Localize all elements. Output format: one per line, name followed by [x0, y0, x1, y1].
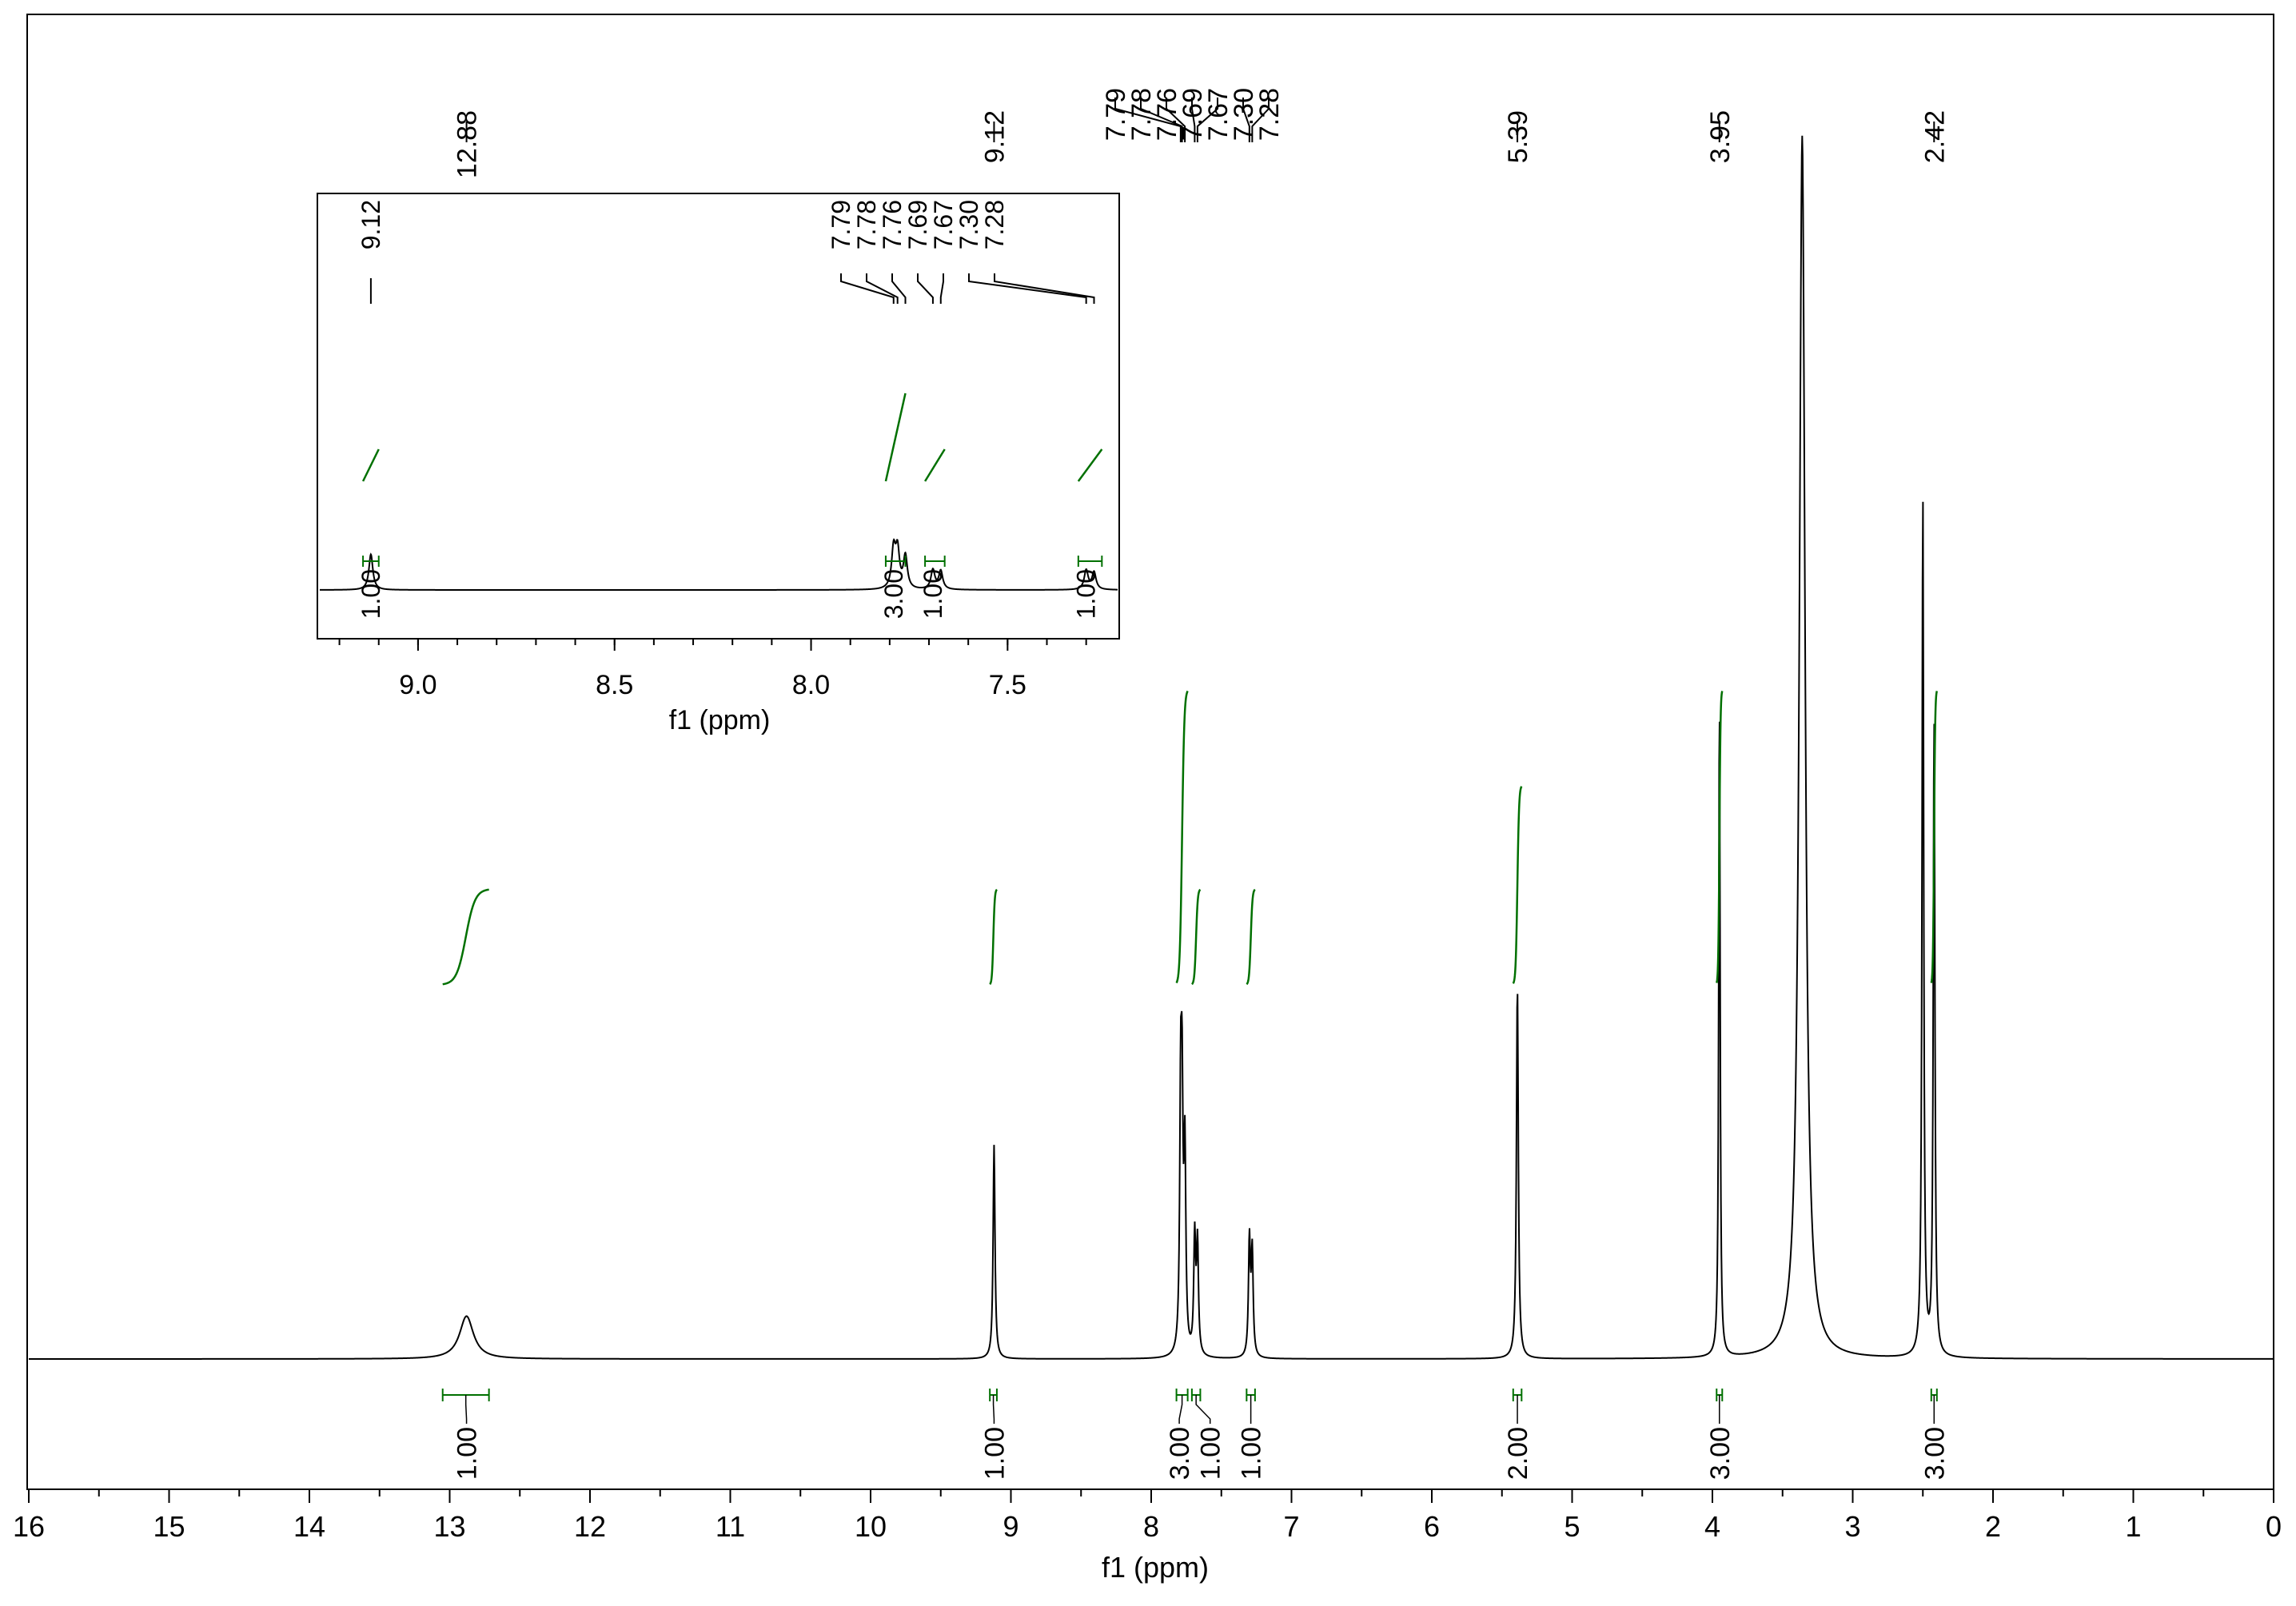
inset-integrals-layer: 1.00 3.00 1.00 1.00	[357, 393, 1103, 619]
peak-label-leader	[1196, 98, 1218, 142]
inset-x-tick-label: 8.5	[596, 670, 633, 700]
inset-integral-value: 1.00	[919, 569, 947, 619]
x-tick-label: 7	[1283, 1510, 1299, 1543]
inset-peak-leader	[917, 273, 934, 304]
x-tick-label: 9	[1003, 1510, 1018, 1543]
inset-zoom-panel: 9.0 8.5 8.0 7.5 f1 (ppm) 9.12 7.797.787.767.…	[317, 193, 1120, 735]
inset-peak-leader	[968, 273, 1087, 304]
inset-integral-curve	[361, 448, 380, 482]
x-axis-ticks: 16 15 14 13 12 11 10 9 8 7 6 5 4 3 2 1 0	[13, 1489, 2282, 1543]
x-tick-label: 15	[153, 1510, 185, 1543]
inset-x-axis-label: f1 (ppm)	[669, 705, 771, 735]
inset-peak-label: 7.76	[878, 200, 907, 249]
peak-label: 7.28	[1254, 88, 1285, 141]
inset-peak-label: 7.30	[955, 200, 983, 249]
integral-value: 1.00	[1237, 1427, 1267, 1480]
integral-value: 1.00	[1196, 1427, 1226, 1480]
x-tick-label: 10	[855, 1510, 887, 1543]
inset-peak-leader	[994, 273, 1095, 304]
peak-label-leader	[1191, 98, 1196, 142]
peak-label-leader	[1251, 98, 1270, 142]
inset-integral-curve	[1077, 448, 1103, 482]
integral-value: 3.00	[1919, 1427, 1950, 1480]
peak-label: 7.67	[1203, 88, 1234, 141]
x-tick-label: 2	[1985, 1510, 2001, 1543]
spectrum-trace	[29, 135, 2274, 1360]
peak-label: 7.30	[1229, 88, 1259, 141]
x-axis-label: f1 (ppm)	[1102, 1551, 1209, 1584]
inset-peak-label: 7.28	[980, 200, 1009, 249]
inset-integral-value: 1.00	[1072, 569, 1101, 619]
x-tick-label: 13	[433, 1510, 465, 1543]
inset-x-axis-ticks: 9.0 8.5 8.0 7.5	[338, 639, 1087, 700]
inset-peak-leader	[891, 273, 907, 304]
integral-curve	[442, 888, 489, 986]
x-tick-label: 0	[2266, 1510, 2282, 1543]
spectrum-layer	[29, 135, 2274, 1360]
inset-frame	[317, 193, 1120, 640]
integral-curve	[1191, 888, 1202, 986]
inset-peak-label: 7.69	[903, 200, 932, 249]
inset-peak-label: 7.79	[827, 200, 855, 249]
integral-value: 2.00	[1503, 1427, 1533, 1480]
x-tick-label: 3	[1844, 1510, 1860, 1543]
integral-value: 3.00	[1705, 1427, 1736, 1480]
x-tick-label: 1	[2125, 1510, 2141, 1543]
x-tick-label: 11	[716, 1510, 745, 1543]
integral-curve	[1930, 691, 1939, 983]
integral-leader	[992, 1395, 995, 1424]
inset-integral-value: 3.00	[879, 569, 908, 619]
inset-peak-leader	[866, 273, 899, 304]
inset-peak-labels: 9.12 7.797.787.767.697.677.307.28	[357, 200, 1095, 304]
integral-leader	[1195, 1395, 1211, 1424]
inset-peak-leader	[840, 273, 895, 304]
integrals-layer: 1.00 1.00 3.00 1.00 1.00 2.00 3.00 3.00	[441, 690, 1950, 1480]
inset-spectrum-trace	[320, 538, 1118, 591]
inset-x-tick-label: 8.0	[792, 670, 830, 700]
integral-curve	[1175, 690, 1189, 984]
inset-integral-curve	[924, 448, 946, 482]
inset-peak-leader	[939, 273, 944, 304]
x-tick-label: 14	[293, 1510, 325, 1543]
inset-integral-curve	[884, 393, 907, 482]
x-tick-label: 12	[574, 1510, 606, 1543]
inset-peak-label: 9.12	[357, 200, 385, 249]
integral-value: 3.00	[1165, 1427, 1195, 1480]
integral-curve	[1716, 691, 1724, 983]
integral-value: 1.00	[979, 1427, 1010, 1480]
inset-x-tick-label: 7.5	[989, 670, 1026, 700]
inset-x-tick-label: 9.0	[399, 670, 436, 700]
peak-labels: 12.88 9.12 5.39 3.95 2.427.797.787.767.697.6…	[452, 88, 1951, 178]
peak-label: 12.88	[452, 110, 483, 178]
peak-label-leader	[1140, 98, 1183, 142]
peak-label: 7.76	[1152, 88, 1182, 141]
peak-label: 7.78	[1126, 88, 1157, 141]
x-tick-label: 5	[1564, 1510, 1580, 1543]
x-tick-label: 16	[13, 1510, 45, 1543]
integral-curve	[1246, 888, 1256, 986]
peak-label: 7.79	[1101, 88, 1131, 141]
integral-curve	[1512, 786, 1523, 984]
x-tick-label: 8	[1143, 1510, 1159, 1543]
inset-integral-value: 1.00	[357, 569, 385, 619]
inset-spectrum-layer	[320, 538, 1118, 591]
integral-value: 1.00	[452, 1427, 483, 1480]
integral-curve	[989, 888, 998, 986]
x-tick-label: 4	[1704, 1510, 1720, 1543]
peak-label-leader	[1166, 98, 1186, 142]
peak-label-leader	[1242, 98, 1250, 142]
inset-peak-label: 7.78	[852, 200, 881, 249]
peak-label-leader	[1114, 98, 1182, 142]
integral-leader	[464, 1395, 468, 1424]
inset-peak-label: 7.67	[929, 200, 958, 249]
integral-leader	[1178, 1395, 1183, 1424]
x-tick-label: 6	[1424, 1510, 1440, 1543]
